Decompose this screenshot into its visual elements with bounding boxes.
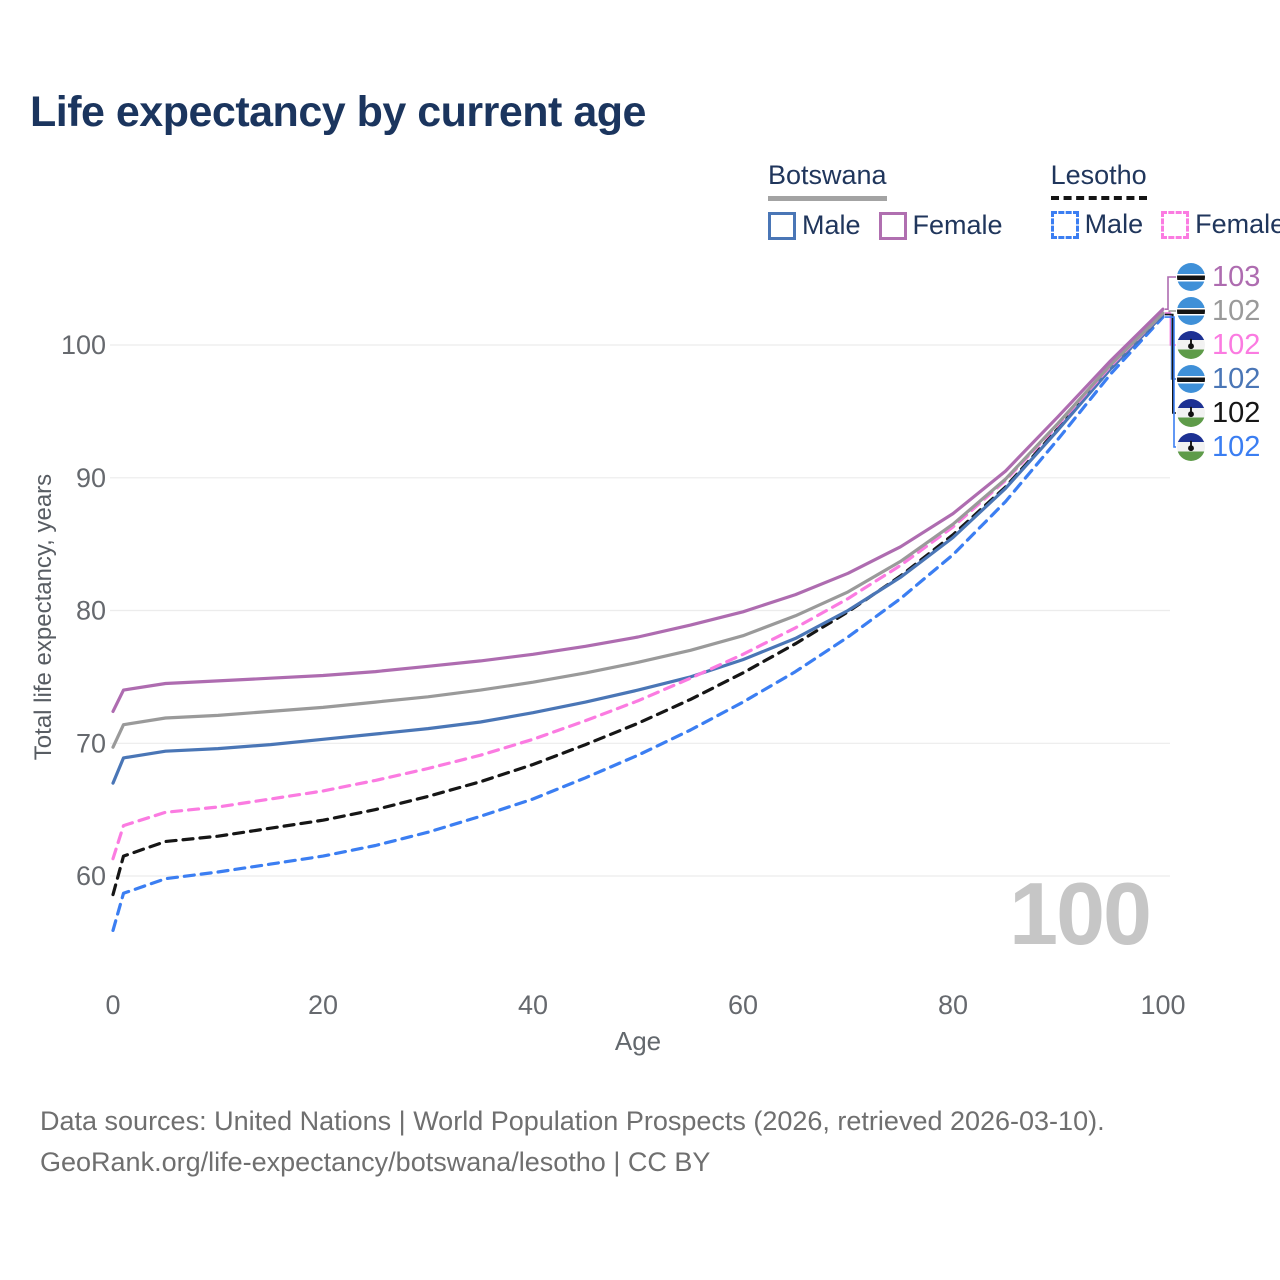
legend-swatch-female <box>1161 210 1190 239</box>
legend-swatch-male <box>1050 210 1079 239</box>
leader-line-botswana-female <box>1165 276 1176 311</box>
end-value-botswana-male: 102 <box>1212 362 1261 395</box>
mokorotlo-hat-icon <box>1188 338 1194 350</box>
legend-group-lesotho: Lesotho Male Female <box>1050 160 1280 241</box>
age-counter-watermark: 100 <box>1009 864 1152 963</box>
mokorotlo-hat-icon <box>1188 406 1194 418</box>
legend-swatch-male <box>768 211 796 240</box>
legend-item-botswana-female[interactable]: Female <box>878 210 1003 241</box>
y-tick-90: 90 <box>76 463 106 493</box>
y-tick-60: 60 <box>76 861 106 891</box>
series-line-botswana-male[interactable] <box>111 312 1165 785</box>
legend-label-male: Male <box>1084 209 1144 239</box>
legend: Botswana Male Female Lesotho Male Female <box>768 160 1280 241</box>
end-label-lesotho-female: 102 <box>1177 328 1260 362</box>
legend-item-botswana-male[interactable]: Male <box>768 210 861 241</box>
end-label-botswana-female: 103 <box>1177 260 1260 294</box>
legend-items-lesotho: Male Female <box>1050 209 1280 240</box>
chart-title: Life expectancy by current age <box>30 88 646 136</box>
series-line-botswana-all[interactable] <box>111 311 1165 749</box>
end-value-botswana-female: 103 <box>1212 260 1261 293</box>
legend-label-female: Female <box>912 210 1003 240</box>
y-tick-80: 80 <box>76 596 106 626</box>
end-value-botswana-all: 102 <box>1212 294 1261 327</box>
end-label-lesotho-all: 102 <box>1177 396 1260 430</box>
y-tick-100: 100 <box>61 330 106 360</box>
y-tick-70: 70 <box>76 728 106 758</box>
lesotho-flag-icon <box>1177 331 1205 359</box>
botswana-flag-icon <box>1177 365 1205 393</box>
end-value-lesotho-female: 102 <box>1212 328 1261 361</box>
series-line-botswana-female[interactable] <box>111 307 1165 714</box>
lesotho-flag-icon <box>1177 399 1205 427</box>
footer-attribution: GeoRank.org/life-expectancy/botswana/les… <box>40 1147 711 1177</box>
end-label-lesotho-male: 102 <box>1177 430 1260 464</box>
botswana-flag-icon <box>1177 297 1205 325</box>
end-label-botswana-male: 102 <box>1177 362 1260 396</box>
end-value-lesotho-male: 102 <box>1212 430 1261 463</box>
mokorotlo-hat-icon <box>1188 440 1194 452</box>
series-line-lesotho-male[interactable] <box>111 315 1165 933</box>
legend-label-male: Male <box>802 210 861 240</box>
botswana-flag-icon <box>1177 263 1205 291</box>
x-tick-40: 40 <box>518 990 548 1020</box>
footer-data-sources: Data sources: United Nations | World Pop… <box>40 1106 1105 1136</box>
series-line-lesotho-all[interactable] <box>111 312 1165 897</box>
legend-item-lesotho-male[interactable]: Male <box>1050 209 1144 240</box>
lesotho-flag-icon <box>1177 433 1205 461</box>
x-tick-60: 60 <box>728 990 758 1020</box>
legend-items-botswana: Male Female <box>768 210 1003 241</box>
series-line-lesotho-female[interactable] <box>111 311 1165 861</box>
legend-group-botswana: Botswana Male Female <box>768 160 1003 241</box>
x-tick-0: 0 <box>105 990 120 1020</box>
legend-label-female: Female <box>1195 209 1280 239</box>
legend-item-lesotho-female[interactable]: Female <box>1161 209 1280 240</box>
x-tick-100: 100 <box>1140 990 1185 1020</box>
legend-country-lesotho[interactable]: Lesotho <box>1050 160 1147 200</box>
end-label-botswana-all: 102 <box>1177 294 1260 328</box>
x-axis-title: Age <box>614 1026 662 1056</box>
x-tick-80: 80 <box>938 990 968 1020</box>
leader-line-lesotho-male <box>1165 316 1176 448</box>
x-tick-20: 20 <box>308 990 338 1020</box>
legend-swatch-female <box>878 211 907 240</box>
legend-country-botswana[interactable]: Botswana <box>768 160 887 201</box>
end-value-lesotho-all: 102 <box>1212 396 1261 429</box>
